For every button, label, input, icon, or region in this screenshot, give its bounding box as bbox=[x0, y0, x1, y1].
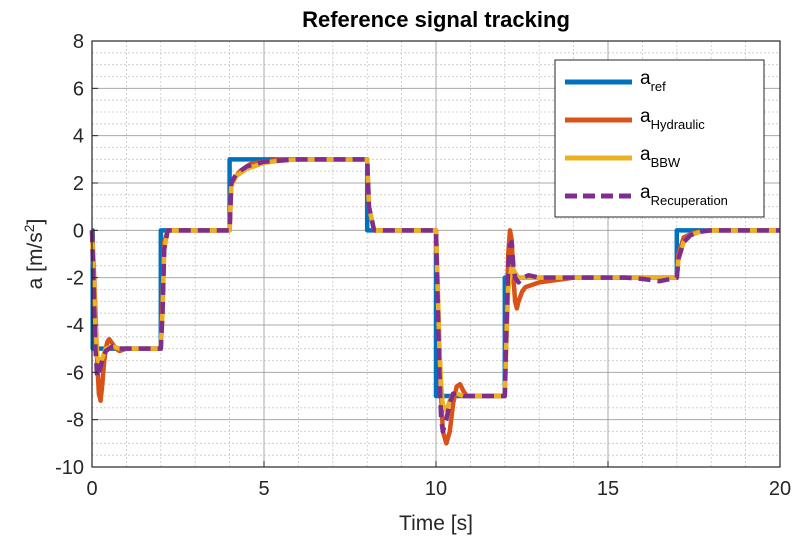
y-tick-label: -2 bbox=[66, 268, 84, 290]
x-tick-labels: 0 5 10 15 20 bbox=[86, 478, 791, 500]
y-tick-label: -10 bbox=[55, 457, 84, 479]
legend-label-bbw: aBBW bbox=[640, 144, 681, 170]
x-tick-label: 0 bbox=[86, 478, 97, 500]
x-tick-label: 10 bbox=[425, 478, 447, 500]
y-tick-label: -4 bbox=[66, 315, 84, 337]
y-tick-label: 0 bbox=[73, 220, 84, 242]
y-tick-label: 8 bbox=[73, 31, 84, 53]
x-tick-label: 20 bbox=[769, 478, 791, 500]
ticks-layer bbox=[91, 40, 781, 468]
legend-label-ref: aref bbox=[640, 68, 666, 94]
y-axis-label-end: ] bbox=[24, 219, 47, 225]
y-axis-label-base: a [m/s bbox=[24, 232, 47, 289]
series-layer bbox=[89, 157, 780, 446]
legend: aref aHydraulic aBBW aRecuperation bbox=[554, 59, 765, 218]
y-tick-label: 2 bbox=[73, 173, 84, 195]
y-tick-label: -6 bbox=[66, 362, 84, 384]
y-tick-label: -8 bbox=[66, 410, 84, 432]
chart-title: Reference signal tracking bbox=[302, 7, 570, 32]
legend-label-recuperation: aRecuperation bbox=[640, 182, 728, 208]
y-tick-label: 6 bbox=[73, 78, 84, 100]
series-line-recuperation bbox=[89, 157, 780, 434]
x-tick-label: 5 bbox=[258, 478, 269, 500]
y-axis-label: a [m/s2] bbox=[21, 219, 47, 290]
y-axis-label-sup: 2 bbox=[21, 224, 37, 232]
legend-label-hydraulic: aHydraulic bbox=[640, 106, 705, 132]
y-tick-label: 4 bbox=[73, 126, 84, 148]
y-tick-labels: -10 -8 -6 -4 -2 0 2 4 6 8 bbox=[55, 31, 84, 479]
legend-box bbox=[554, 59, 765, 218]
x-axis-label: Time [s] bbox=[399, 512, 473, 535]
x-tick-label: 15 bbox=[597, 478, 619, 500]
